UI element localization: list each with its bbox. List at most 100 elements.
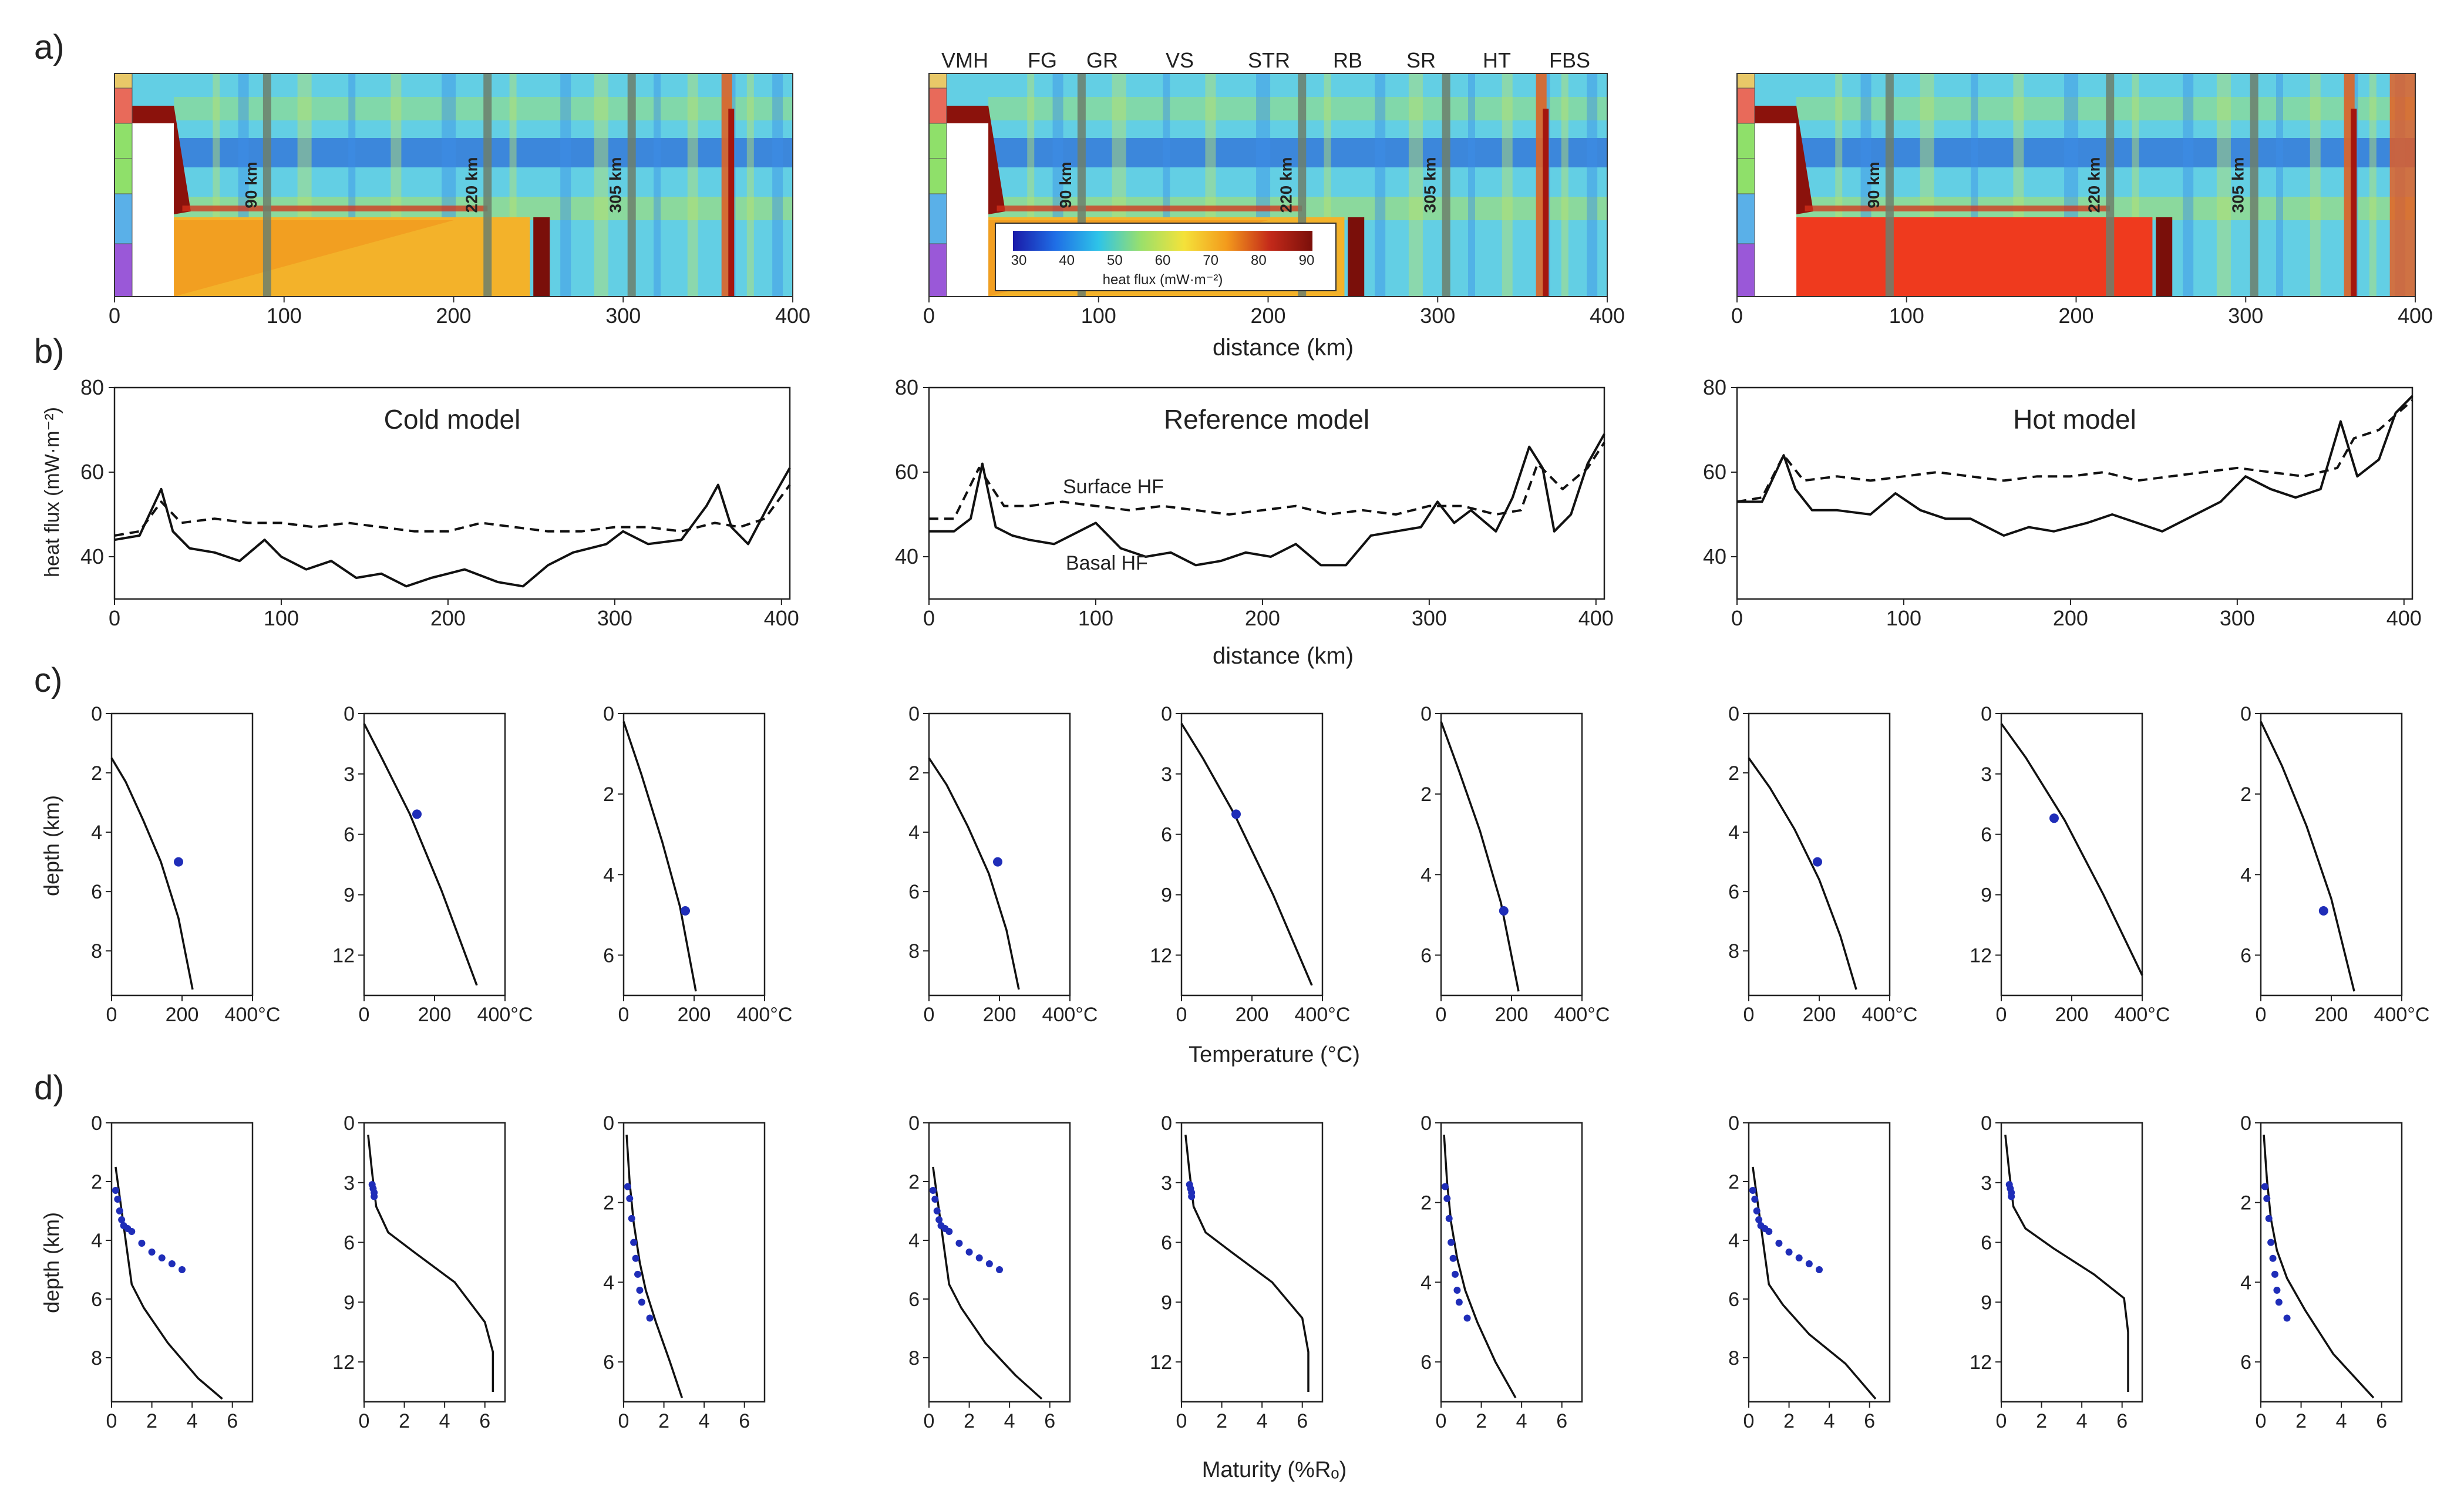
measurement-point <box>174 857 183 867</box>
section-marker-line <box>483 73 492 297</box>
x-tick-label: 100 <box>1078 606 1113 630</box>
x-axis-title-c: Temperature (°C) <box>1189 1042 1360 1067</box>
heatmap-hot-spike-core <box>2351 109 2357 297</box>
x-tick-label: 2 <box>1476 1410 1487 1432</box>
heatmap-streak <box>746 73 754 297</box>
x-tick-label: 400°C <box>2374 1004 2430 1026</box>
section-marker-line <box>2250 73 2258 297</box>
measurement-point <box>128 1228 136 1235</box>
heatmap-red-stripe <box>182 206 488 211</box>
measurement-point <box>2267 1239 2275 1246</box>
heatmap-streak <box>1502 73 1513 297</box>
heatmap-hot-spike-core <box>728 109 735 297</box>
y-tick-label: 6 <box>1728 881 1739 903</box>
y-tick-label: 6 <box>91 1288 102 1311</box>
x-tick-label: 0 <box>106 1410 117 1432</box>
x-tick-label: 300 <box>1420 304 1455 328</box>
plot-frame <box>622 712 766 997</box>
x-tick-label: 100 <box>1886 606 1921 630</box>
section-marker-line <box>1885 73 1894 297</box>
measurement-point <box>2269 1254 2277 1262</box>
stratigraphy-cell <box>1736 88 1755 124</box>
panel-label-d: d) <box>34 1069 65 1107</box>
colorbar-tick-label: 30 <box>1011 253 1027 268</box>
heatmap-streak <box>594 73 608 297</box>
profile-line <box>367 1135 494 1392</box>
measurement-point <box>632 1254 639 1262</box>
y-tick-label: 60 <box>1703 460 1726 484</box>
heatmap-streak <box>2369 73 2377 297</box>
structure-label: FBS <box>1549 48 1590 72</box>
plot-frame <box>622 1122 766 1403</box>
profile-line <box>932 1166 1043 1400</box>
measurement-point <box>1753 1207 1761 1214</box>
y-tick-label: 4 <box>603 1271 614 1294</box>
y-tick-label: 12 <box>1970 944 1992 967</box>
x-tick-label: 0 <box>359 1004 370 1026</box>
measurement-point <box>1452 1270 1459 1278</box>
measurement-point <box>1448 1239 1455 1246</box>
y-tick-label: 0 <box>344 1112 355 1135</box>
plot-frame <box>363 1122 506 1403</box>
x-tick-label: 200 <box>436 304 471 328</box>
y-tick-label: 0 <box>603 1112 614 1135</box>
x-tick-label: 4 <box>439 1410 450 1432</box>
y-tick-label: 3 <box>344 1172 355 1194</box>
y-tick-label: 0 <box>1161 1112 1172 1135</box>
structure-label: FG <box>1028 48 1057 72</box>
y-tick-label: 40 <box>895 544 918 568</box>
structure-label: RB <box>1333 48 1362 72</box>
panel-title: Reference model <box>1164 404 1369 435</box>
heatmap-streak <box>654 73 661 297</box>
x-tick-label: 400°C <box>1554 1004 1610 1026</box>
y-tick-label: 6 <box>908 881 920 903</box>
measurement-point <box>2261 1183 2268 1190</box>
stratigraphy-cell <box>928 193 947 244</box>
heatmap-streak <box>2276 73 2283 297</box>
measurement-point <box>1441 1183 1449 1190</box>
y-tick-label: 9 <box>1161 1291 1172 1314</box>
y-tick-label: 8 <box>1728 1347 1739 1370</box>
x-tick-label: 300 <box>2220 606 2255 630</box>
measurement-point <box>993 857 1002 867</box>
y-tick-label: 4 <box>603 864 614 886</box>
y-tick-label: 3 <box>1981 763 1992 786</box>
panel-label-a: a) <box>34 28 65 66</box>
measurement-point <box>1443 1194 1451 1202</box>
heatmap-blank-area <box>1755 123 1797 297</box>
structure-label: VMH <box>941 48 988 72</box>
y-tick-label: 9 <box>1981 884 1992 907</box>
plot-frame <box>1180 712 1324 997</box>
structure-label: VS <box>1166 48 1194 72</box>
y-tick-label: 6 <box>908 1288 920 1311</box>
heatmap-hot: 90 km 220 km 305 km 0 100 200 300 400 <box>1731 73 2433 328</box>
heat-flux-panel: 0 100 200 300 400 40 60 80 Cold model <box>80 375 799 630</box>
profile-panel: 0 2 4 6 0 2 4 6 <box>2240 1112 2403 1432</box>
plot-frame <box>113 386 791 600</box>
stratigraphy-cell <box>114 123 133 159</box>
x-tick-label: 0 <box>923 304 935 328</box>
x-tick-label: 4 <box>699 1410 710 1432</box>
profile-line <box>110 757 194 990</box>
stratigraphy-cell <box>114 243 133 297</box>
y-tick-label: 4 <box>1420 864 1432 886</box>
profile-panel: 0 3 6 9 12 0 2 4 6 <box>1150 1112 1324 1432</box>
structure-label: STR <box>1248 48 1290 72</box>
measurement-point <box>412 809 422 819</box>
y-tick-label: 6 <box>1981 1232 1992 1254</box>
y-tick-label: 6 <box>344 824 355 846</box>
plot-frame <box>928 386 1605 600</box>
y-tick-label: 6 <box>1161 1232 1172 1254</box>
heatmap-streak <box>1561 73 1568 297</box>
x-tick-label: 100 <box>264 606 299 630</box>
measurement-point <box>2265 1214 2273 1222</box>
colorbar-tick-label: 50 <box>1107 253 1123 268</box>
y-tick-label: 2 <box>908 762 920 785</box>
heatmap-hot-anomaly <box>2156 217 2173 297</box>
section-marker-line <box>2106 73 2115 297</box>
x-tick-label: 300 <box>597 606 632 630</box>
x-tick-label: 200 <box>2315 1004 2348 1026</box>
x-tick-label: 6 <box>227 1410 238 1432</box>
profile-line <box>363 723 478 986</box>
